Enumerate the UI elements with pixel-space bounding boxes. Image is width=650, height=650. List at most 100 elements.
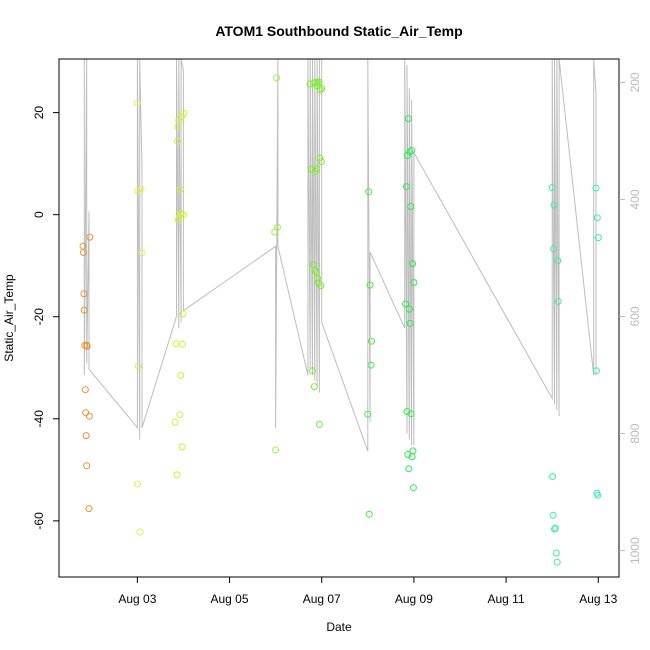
data-point [365,188,373,196]
series-3 [271,74,281,454]
data-point [408,146,416,154]
x-tick-label: Aug 09 [395,592,433,606]
data-point [404,115,412,123]
data-point [80,290,88,298]
data-point [178,443,186,451]
data-point [311,168,319,176]
data-point [551,525,558,533]
data-point [409,447,417,455]
data-point [407,203,415,210]
data-point [173,471,181,479]
y2-tick-label: 1000 [628,537,642,564]
data-point [368,337,375,345]
data-point [403,152,411,159]
y-tick-label: -40 [32,410,46,428]
data-point [592,367,600,375]
data-point [409,484,417,492]
data-point [594,234,602,242]
data-point [176,185,184,193]
data-point [172,340,180,348]
data-point [80,306,88,314]
series-0 [79,233,94,513]
secondary-y-axis: 200 400 600 800 1000 [619,72,642,564]
data-point [310,383,318,391]
data-point [317,158,325,166]
data-point [86,233,94,241]
data-point [410,279,418,286]
data-point [138,249,146,257]
series-2 [171,109,188,479]
x-tick-label: Aug 13 [579,592,617,606]
chart-title: ATOM1 Southbound Static_Air_Temp [215,23,462,39]
data-point [407,410,415,418]
data-points-layer [79,74,602,566]
data-point [593,214,601,222]
data-point [554,297,562,305]
data-point [550,245,558,253]
data-point [404,451,412,458]
y-axis: 20 0 -20 -40 -60 [32,106,59,530]
data-point [552,549,560,557]
data-point [405,465,413,473]
data-point [176,411,184,419]
data-point [405,305,413,313]
x-axis-label: Date [326,620,352,634]
plot-frame [58,58,620,578]
data-point [317,282,325,290]
data-point [553,558,561,566]
data-point [592,184,600,192]
data-point [272,446,280,454]
data-point [402,300,410,308]
y-tick-label: -60 [32,512,46,530]
data-point [136,528,144,536]
data-point [551,524,559,532]
data-point [318,85,326,93]
y-tick-label: 20 [32,106,46,120]
data-point [549,473,557,480]
y-tick-label: 0 [32,211,46,218]
data-point [409,260,416,268]
data-point [82,432,90,440]
data-point [367,361,375,369]
data-point [179,310,187,318]
data-point [179,211,187,219]
data-point [274,223,281,231]
data-point [174,216,182,224]
data-point [85,412,93,420]
data-point [550,201,558,209]
pressure-profile-layer [83,58,597,452]
data-point [549,511,557,519]
y-axis-label: Static_Air_Temp [2,274,16,362]
data-point [179,340,186,348]
data-point [314,79,322,87]
data-point [314,274,322,282]
data-point [81,386,89,394]
data-point [548,184,556,192]
x-tick-label: Aug 11 [488,592,525,606]
data-point [174,123,182,131]
data-point [406,148,414,156]
data-point [366,281,374,289]
data-point [83,342,91,350]
x-tick-label: Aug 03 [118,592,156,606]
data-point [180,109,188,117]
y-tick-label: -20 [32,308,46,326]
series-5 [364,188,375,518]
x-tick-label: Aug 07 [303,592,341,606]
data-point [316,154,324,162]
data-point [406,319,414,327]
data-point [315,420,323,428]
series-7 [548,184,562,566]
x-tick-label: Aug 05 [211,592,249,606]
series-1 [133,99,146,536]
data-point [403,408,411,416]
data-point [137,185,145,193]
data-point [133,480,141,488]
y2-tick-label: 800 [628,423,642,443]
data-point [403,183,410,191]
data-point [85,505,93,513]
pressure-profile-line [83,58,597,452]
data-point [594,491,602,499]
data-point [79,248,87,256]
